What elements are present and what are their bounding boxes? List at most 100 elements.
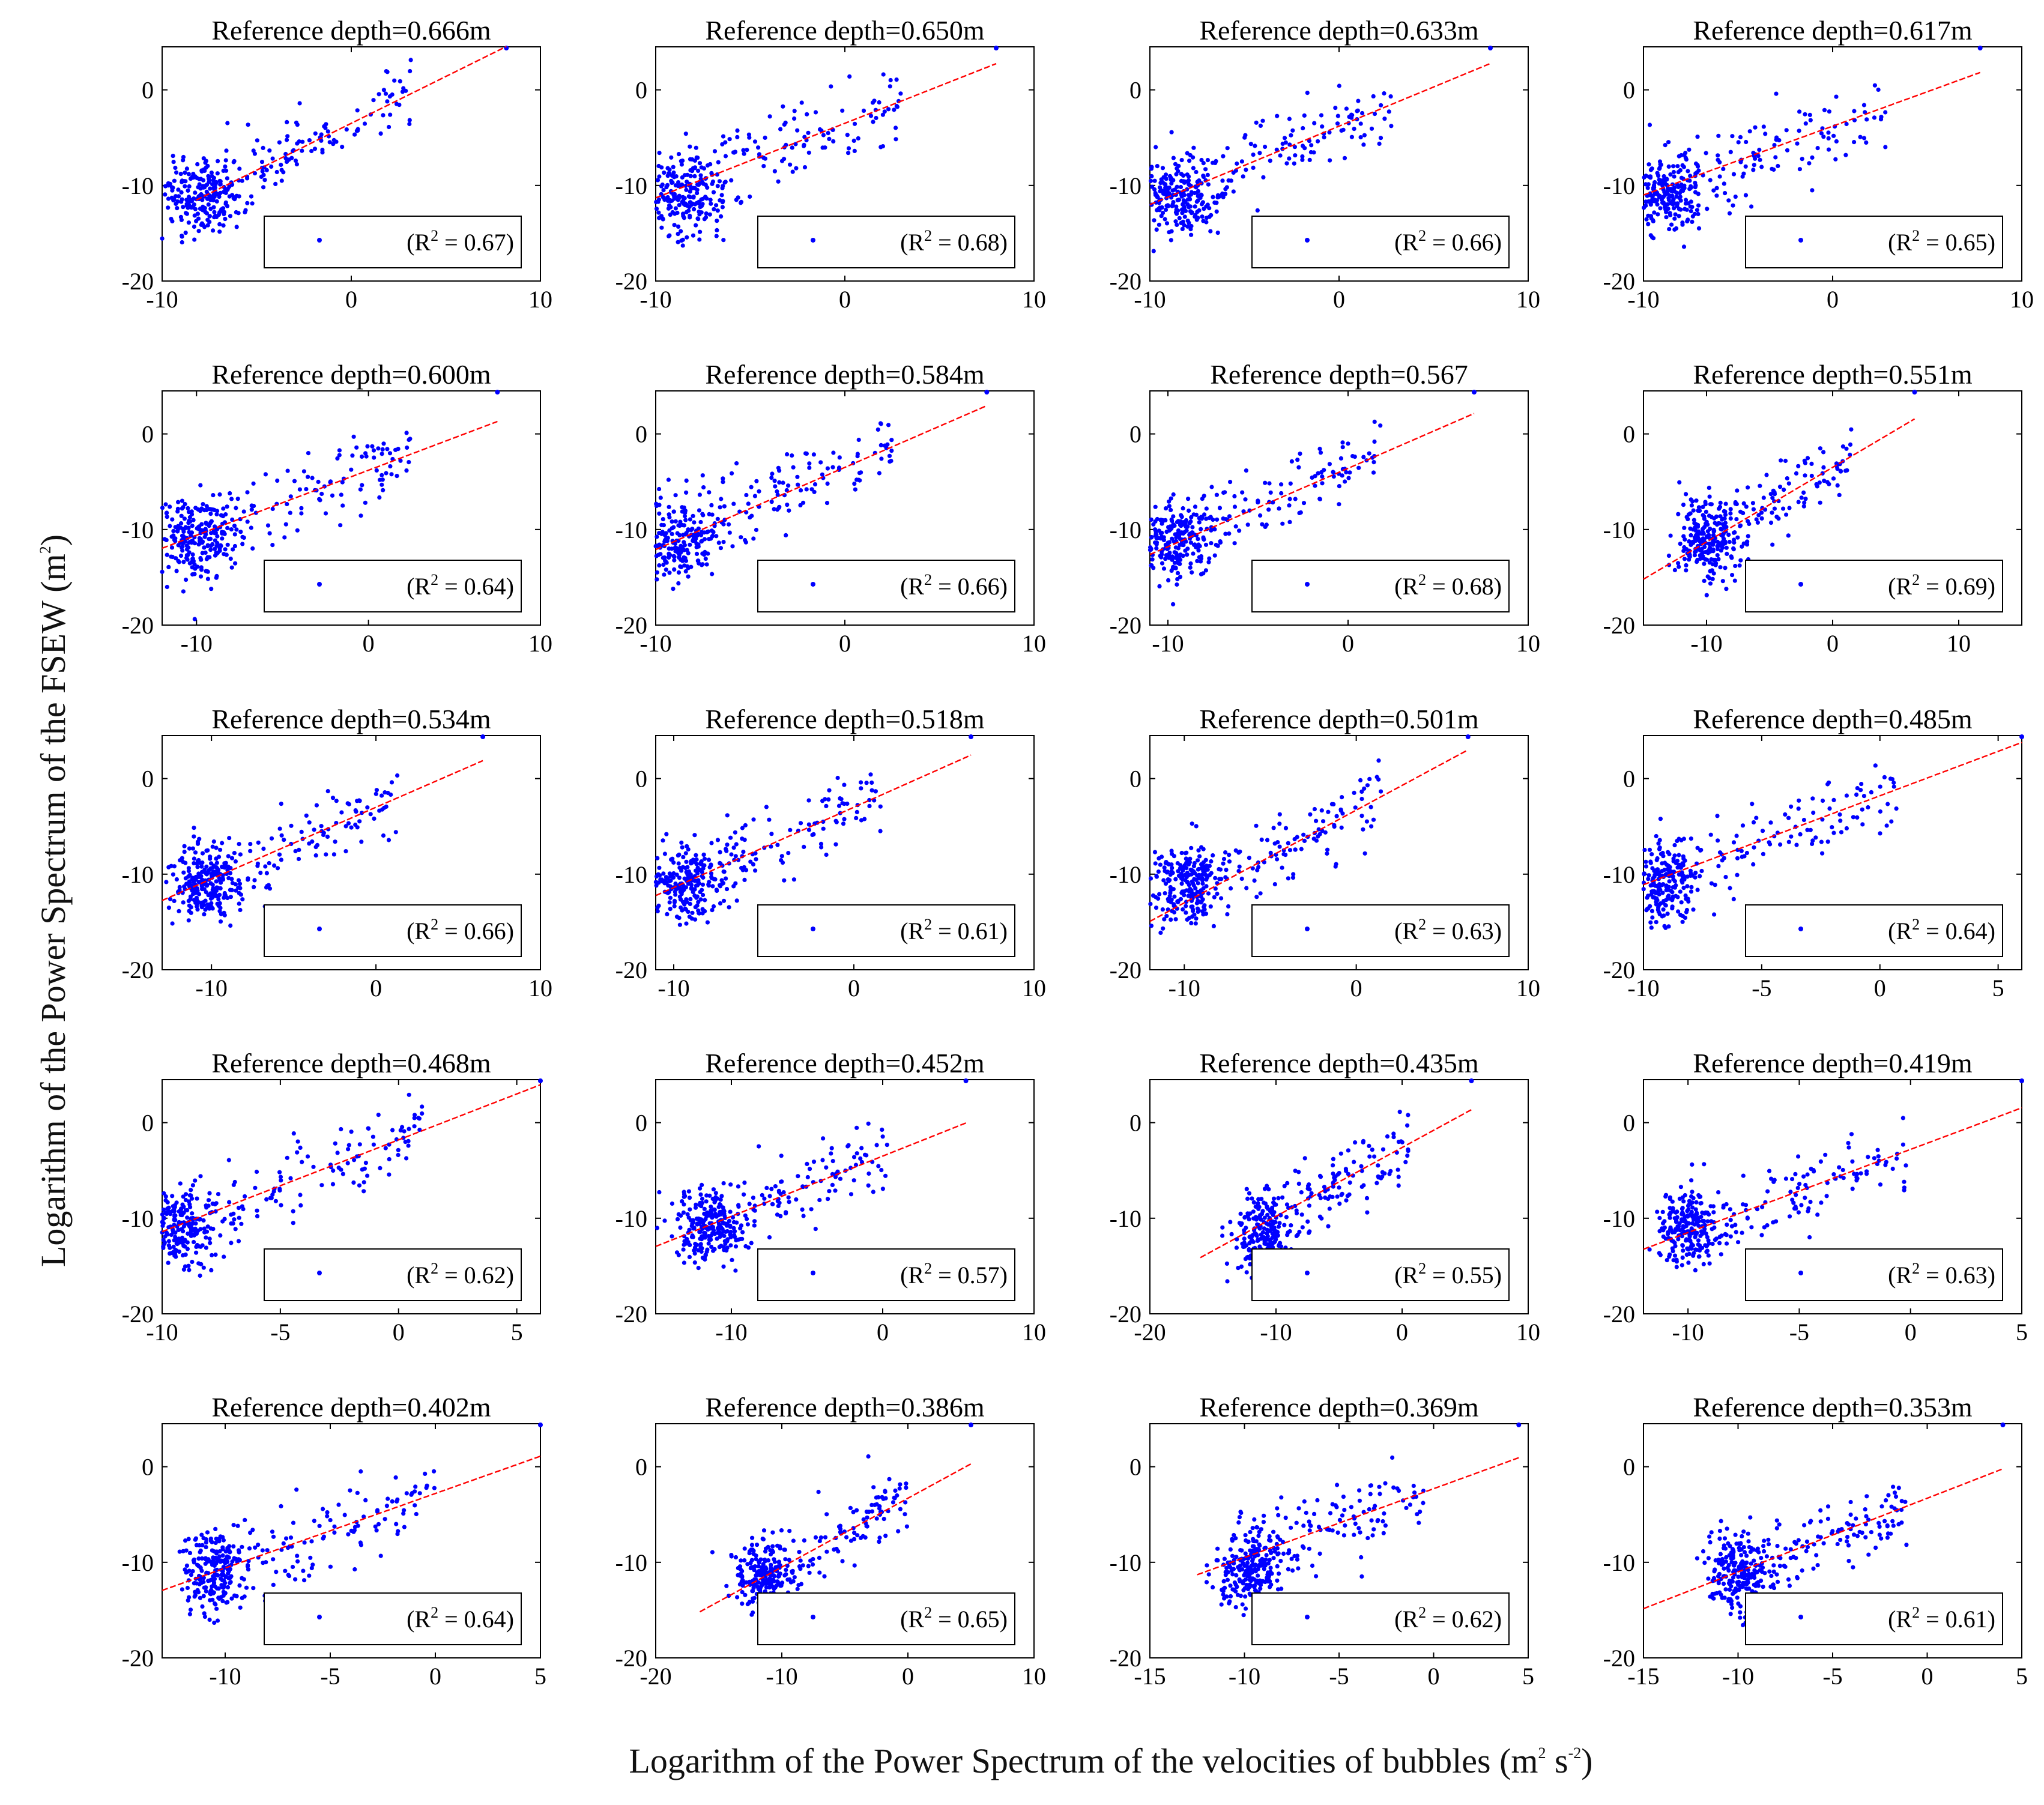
- scatter-point: [1188, 540, 1193, 545]
- scatter-point: [725, 1222, 730, 1227]
- scatter-point: [161, 1208, 166, 1212]
- scatter-point: [196, 542, 201, 547]
- scatter-point: [237, 901, 241, 906]
- scatter-point: [195, 1229, 199, 1234]
- scatter-point: [190, 538, 195, 543]
- x-tick-label: 5: [511, 1319, 523, 1346]
- scatter-point: [1228, 480, 1233, 485]
- scatter-point: [1712, 912, 1717, 917]
- scatter-point: [727, 137, 732, 142]
- scatter-point: [672, 898, 677, 903]
- scatter-point: [1677, 214, 1681, 219]
- scatter-point: [859, 780, 863, 785]
- scatter-point: [861, 108, 866, 113]
- scatter-point: [1848, 452, 1852, 458]
- scatter-point: [1221, 856, 1227, 862]
- scatter-point: [1643, 859, 1648, 864]
- scatter-point: [682, 1194, 686, 1199]
- scatter-point: [1255, 868, 1260, 872]
- scatter-point: [792, 109, 797, 113]
- scatter-point: [851, 138, 856, 143]
- scatter-point: [791, 465, 796, 470]
- scatter-point: [826, 1197, 830, 1202]
- scatter-point: [243, 210, 247, 214]
- scatter-point: [670, 1201, 674, 1206]
- scatter-point: [227, 836, 232, 841]
- scatter-point: [243, 1194, 247, 1199]
- scatter-point: [196, 507, 201, 512]
- scatter-point: [297, 847, 301, 852]
- scatter-point: [177, 909, 181, 913]
- scatter-point: [1352, 790, 1356, 795]
- scatter-point: [1661, 907, 1666, 912]
- scatter-point: [1301, 832, 1306, 837]
- scatter-point: [1194, 824, 1199, 829]
- scatter-point: [700, 1234, 704, 1239]
- scatter-point: [365, 444, 370, 449]
- scatter-point: [1237, 864, 1242, 869]
- scatter-point: [246, 122, 250, 127]
- scatter-point: [171, 154, 175, 159]
- scatter-point: [160, 236, 165, 241]
- scatter-point: [1333, 864, 1338, 869]
- scatter-point: [376, 1113, 381, 1117]
- scatter-point: [677, 523, 682, 528]
- scatter-point: [267, 531, 272, 536]
- x-tick-label: -10: [658, 975, 689, 1002]
- scatter-point: [721, 540, 726, 545]
- scatter-point: [736, 1184, 741, 1189]
- scatter-point: [285, 134, 290, 139]
- scatter-point: [319, 824, 324, 829]
- scatter-point: [198, 860, 202, 865]
- scatter-point: [232, 1217, 237, 1222]
- scatter-point: [1669, 222, 1674, 227]
- scatter-point: [1371, 470, 1376, 475]
- scatter-point: [683, 885, 688, 890]
- scatter-point: [1258, 891, 1263, 896]
- scatter-point: [1714, 186, 1719, 190]
- scatter-point: [686, 574, 691, 579]
- scatter-point: [1367, 451, 1371, 456]
- scatter-point: [349, 825, 354, 830]
- scatter-point: [1699, 552, 1704, 557]
- scatter-point: [198, 537, 203, 542]
- scatter-point: [249, 525, 253, 530]
- scatter-point: [1173, 162, 1178, 166]
- scatter-point: [683, 851, 688, 856]
- scatter-point: [1153, 527, 1158, 532]
- scatter-point: [1861, 136, 1867, 141]
- scatter-point: [721, 184, 725, 189]
- scatter-point: [754, 479, 759, 483]
- scatter-point: [1371, 94, 1376, 98]
- scatter-point: [795, 128, 800, 133]
- scatter-point: [1797, 798, 1801, 803]
- scatter-point: [835, 775, 840, 781]
- scatter-point: [1821, 135, 1826, 139]
- scatter-point: [1188, 227, 1193, 232]
- scatter-point: [231, 160, 236, 165]
- scatter-point: [1672, 206, 1677, 211]
- scatter-point: [719, 193, 724, 198]
- scatter-point: [673, 493, 678, 498]
- scatter-point: [201, 1218, 206, 1223]
- scatter-point: [1275, 857, 1280, 862]
- scatter-point: [1718, 565, 1723, 570]
- scatter-point: [184, 577, 189, 582]
- scatter-point: [1834, 94, 1839, 99]
- scatter-point: [1232, 494, 1237, 499]
- scatter-point: [1169, 862, 1174, 867]
- scatter-point: [1650, 915, 1655, 920]
- scatter-point: [363, 500, 368, 505]
- scatter-point: [655, 577, 659, 582]
- scatter-point: [1218, 540, 1223, 545]
- scatter-point: [1148, 876, 1154, 881]
- scatter-point: [1704, 519, 1709, 524]
- scatter-point: [166, 906, 171, 910]
- scatter-point: [661, 838, 665, 843]
- scatter-point: [181, 1253, 186, 1258]
- scatter-point: [656, 199, 661, 204]
- scatter-point: [1178, 557, 1183, 562]
- scatter-point: [1654, 870, 1659, 875]
- scatter-point: [661, 562, 666, 567]
- scatter-point: [1873, 763, 1878, 768]
